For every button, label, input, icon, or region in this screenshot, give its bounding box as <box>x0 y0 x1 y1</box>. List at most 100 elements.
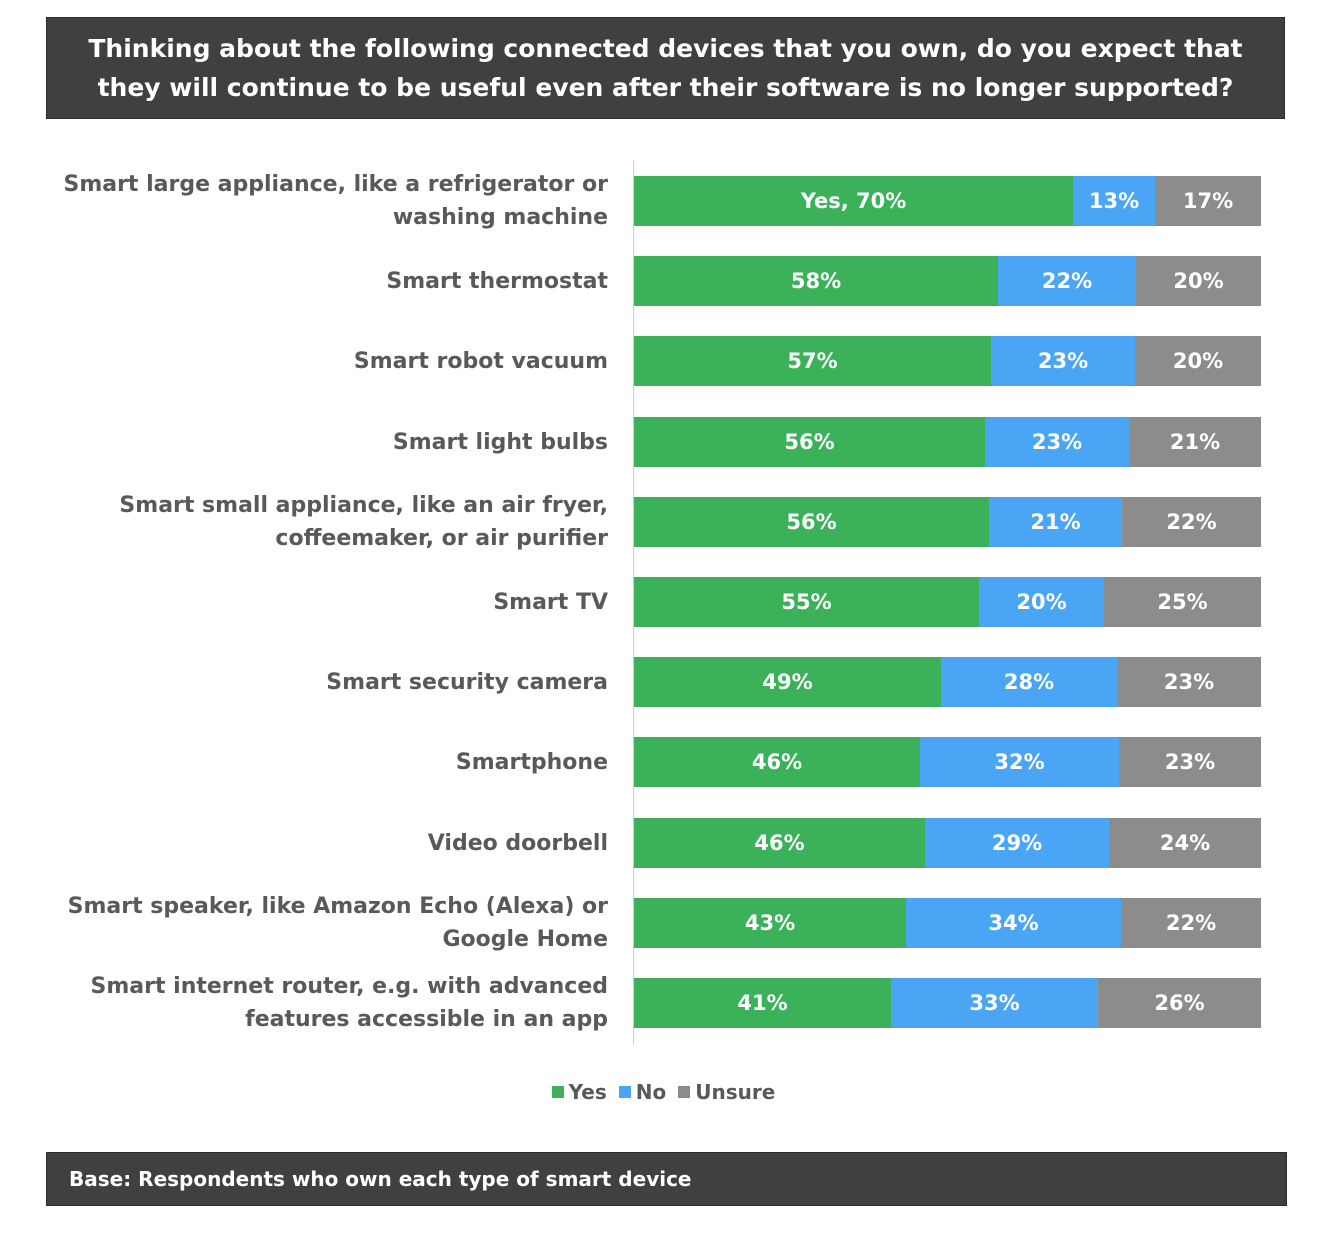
bar-row: Yes, 70% 13% 17% <box>634 176 1261 226</box>
bar-segment-unsure: 24% <box>1109 818 1261 868</box>
bar-segment-unsure: 23% <box>1119 737 1261 787</box>
bar-row: 56% 23% 21% <box>634 417 1261 467</box>
bar-row: 43% 34% 22% <box>634 898 1261 948</box>
data-label-no: 21% <box>1030 510 1081 534</box>
bar-row: 46% 32% 23% <box>634 737 1261 787</box>
category-label: Smart thermostat <box>386 269 608 294</box>
category-label: Smart TV <box>493 590 608 615</box>
category-label: Smart internet router, e.g. with advance… <box>90 974 608 1032</box>
bar-segment-yes: 43% <box>634 898 906 948</box>
data-label-yes: 58% <box>790 269 842 293</box>
category-label: Smartphone <box>455 750 608 775</box>
legend-swatch-unsure <box>678 1086 691 1098</box>
bar-row: 55% 20% 25% <box>634 577 1261 627</box>
legend-item-no: No <box>618 1080 667 1104</box>
data-label-unsure: 23% <box>1164 750 1216 774</box>
category-label: Smart light bulbs <box>392 430 608 455</box>
bar-segment-unsure: 26% <box>1098 978 1261 1028</box>
data-label-yes: 41% <box>737 991 788 1015</box>
bar-segment-yes: 57% <box>634 336 991 386</box>
data-label-unsure: 24% <box>1159 831 1211 855</box>
bar-segment-yes: 55% <box>634 577 979 627</box>
bar-segment-no: 32% <box>920 737 1119 787</box>
bar-segment-no: 33% <box>891 978 1098 1028</box>
bar-row: 56% 21% 22% <box>634 497 1261 547</box>
data-label-unsure: 21% <box>1169 430 1221 454</box>
data-label-no: 33% <box>969 991 1020 1015</box>
data-label-yes: 43% <box>744 911 796 935</box>
bar-segment-unsure: 20% <box>1136 256 1261 306</box>
data-label-no: 13% <box>1088 189 1140 213</box>
bar-segment-no: 29% <box>925 818 1109 868</box>
data-label-unsure: 20% <box>1172 349 1224 373</box>
category-label: Video doorbell <box>427 831 608 856</box>
data-label-yes: 56% <box>786 510 837 534</box>
bar-row: 58% 22% 20% <box>634 256 1261 306</box>
bar-segment-unsure: 22% <box>1121 898 1261 948</box>
bar-segment-no: 34% <box>906 898 1121 948</box>
bar-segment-no: 20% <box>979 577 1104 627</box>
data-label-unsure: 22% <box>1165 911 1217 935</box>
bar-row: 49% 28% 23% <box>634 657 1261 707</box>
legend-item-unsure: Unsure <box>678 1080 775 1104</box>
legend-label-no: No <box>635 1080 667 1104</box>
data-label-yes: 46% <box>751 750 803 774</box>
bar-segment-yes: 46% <box>634 737 920 787</box>
bar-segment-yes: 56% <box>634 417 985 467</box>
bar-row: 41% 33% 26% <box>634 978 1261 1028</box>
data-label-no: 23% <box>1031 430 1083 454</box>
data-label-no: 29% <box>991 831 1043 855</box>
data-label-no: 34% <box>988 911 1039 935</box>
data-label-no: 32% <box>994 750 1045 774</box>
bar-segment-yes: 46% <box>634 818 925 868</box>
legend-swatch-no <box>618 1086 631 1098</box>
data-label-unsure: 22% <box>1166 510 1217 534</box>
data-label-no: 20% <box>1016 590 1067 614</box>
base-note: Base: Respondents who own each type of s… <box>46 1152 1287 1206</box>
category-label: Smart robot vacuum <box>353 349 608 374</box>
bar-segment-no: 23% <box>985 417 1129 467</box>
data-label-yes: 55% <box>781 590 832 614</box>
chart-title: Thinking about the following connected d… <box>46 17 1285 119</box>
bar-segment-yes: 49% <box>634 657 941 707</box>
category-label: Smart security camera <box>326 670 608 695</box>
legend: Yes No Unsure <box>0 1080 1327 1104</box>
legend-item-yes: Yes <box>551 1080 607 1104</box>
legend-swatch-yes <box>551 1086 564 1098</box>
legend-label-unsure: Unsure <box>695 1080 776 1104</box>
bar-segment-no: 23% <box>991 336 1135 386</box>
data-label-no: 22% <box>1041 269 1093 293</box>
bar-row: 57% 23% 20% <box>634 336 1261 386</box>
bar-segment-unsure: 21% <box>1129 417 1261 467</box>
data-label-yes: 49% <box>762 670 813 694</box>
data-label-unsure: 23% <box>1163 670 1215 694</box>
bar-row: 46% 29% 24% <box>634 818 1261 868</box>
bar-segment-no: 22% <box>998 256 1136 306</box>
data-label-yes: Yes, 70% <box>800 189 907 213</box>
data-label-unsure: 26% <box>1154 991 1205 1015</box>
bar-segment-no: 21% <box>989 497 1122 547</box>
data-label-no: 23% <box>1037 349 1089 373</box>
data-label-no: 28% <box>1003 670 1055 694</box>
data-label-unsure: 17% <box>1182 189 1234 213</box>
bar-segment-yes: 58% <box>634 256 998 306</box>
category-label: Smart small appliance, like an air fryer… <box>119 493 608 551</box>
bar-segment-unsure: 20% <box>1135 336 1261 386</box>
category-label: Smart speaker, like Amazon Echo (Alexa) … <box>67 894 608 952</box>
data-label-unsure: 25% <box>1157 590 1208 614</box>
data-label-unsure: 20% <box>1173 269 1224 293</box>
category-axis-line <box>633 160 634 1045</box>
bar-segment-yes: 56% <box>634 497 989 547</box>
category-label: Smart large appliance, like a refrigerat… <box>63 172 608 230</box>
bar-segment-yes: 41% <box>634 978 891 1028</box>
bar-segment-no: 28% <box>941 657 1117 707</box>
data-label-yes: 56% <box>784 430 835 454</box>
data-label-yes: 57% <box>787 349 838 373</box>
legend-label-yes: Yes <box>568 1080 607 1104</box>
bar-segment-unsure: 22% <box>1122 497 1261 547</box>
bar-segment-no: 13% <box>1073 176 1155 226</box>
data-label-yes: 46% <box>754 831 805 855</box>
bar-segment-yes: Yes, 70% <box>634 176 1073 226</box>
bar-segment-unsure: 25% <box>1104 577 1261 627</box>
bar-segment-unsure: 17% <box>1155 176 1261 226</box>
